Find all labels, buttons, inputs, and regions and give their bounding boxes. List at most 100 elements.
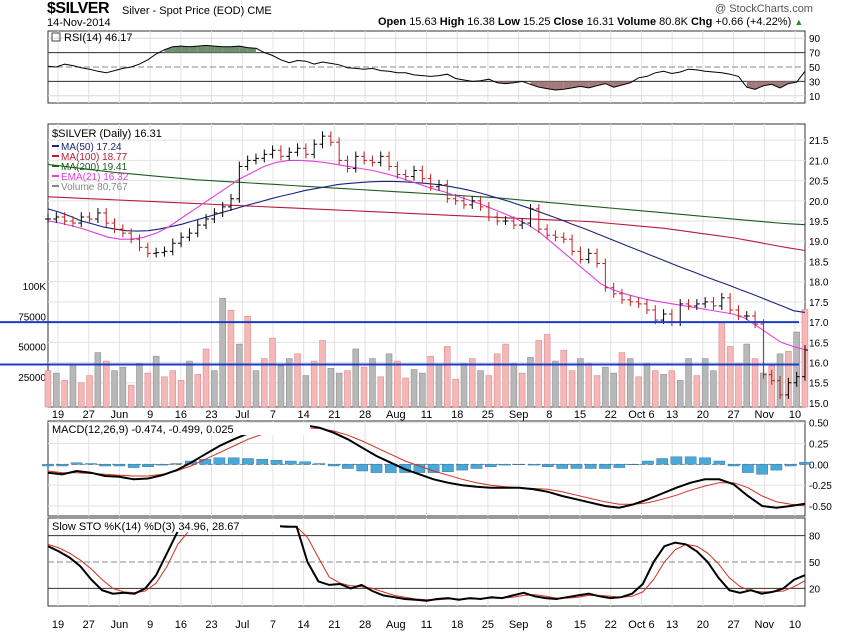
rsi-overbought-fill-19: [197, 45, 207, 53]
volume-bar: [219, 297, 226, 408]
macd-ytick-0: 0.50: [809, 419, 829, 430]
rsi-ytick-4: 10: [809, 92, 821, 103]
rsi-oversold-fill-87: [763, 81, 772, 86]
macd-histogram-bar: [613, 464, 626, 468]
volume-bar: [626, 358, 634, 408]
xtick-bottom-16: 8: [546, 619, 552, 631]
macd-histogram-bar: [270, 460, 283, 465]
xtick-bottom-1: 27: [83, 619, 95, 631]
macd-ytick-3: -0.25: [809, 481, 832, 492]
macd-histogram-bar: [784, 464, 797, 467]
volume-bar: [685, 358, 692, 408]
volume-bar: [94, 352, 102, 408]
rsi-overbought-fill-22: [222, 46, 232, 53]
legend-swatch-4: [52, 185, 59, 187]
macd-histogram-bar: [742, 464, 754, 473]
xtick-bottom-22: 27: [727, 619, 739, 631]
volume-bar: [568, 370, 576, 408]
price-ytick-11: 16.0: [809, 359, 829, 370]
macd-histogram-bar: [56, 464, 69, 467]
macd-histogram-bar: [442, 464, 454, 472]
rsi-title: RSI(14) 46.17: [64, 32, 132, 44]
xtick-mid-9: 21: [328, 409, 340, 421]
volume-bar: [44, 370, 52, 408]
volume-bar: [211, 370, 218, 408]
price-ytick-9: 17.0: [809, 318, 829, 329]
xtick-mid-16: 8: [546, 409, 552, 421]
xtick-mid-11: Aug: [386, 409, 406, 421]
volume-bar: [485, 375, 493, 408]
rsi-oversold-fill-63: [563, 81, 573, 90]
volume-bar: [394, 360, 401, 408]
rsi-overbought-fill-15: [164, 46, 173, 53]
volume-bar: [277, 365, 285, 408]
volume-bar: [543, 334, 551, 408]
rsi-overbought-fill-17: [181, 46, 190, 53]
xtick-mid-4: 16: [175, 409, 187, 421]
xtick-bottom-19: Oct 6: [628, 619, 654, 631]
xtick-mid-14: 25: [482, 409, 494, 421]
volume-bar: [310, 360, 318, 408]
volume-bar: [194, 374, 202, 408]
legend-swatch-2: [52, 165, 59, 167]
volume-bar: [585, 363, 592, 408]
volume-ytick-2: 50000: [18, 343, 46, 354]
macd-histogram-bar: [385, 464, 397, 473]
open-value: 15.63: [409, 16, 437, 28]
price-ytick-1: 21.0: [809, 156, 829, 167]
price-ytick-0: 21.5: [809, 136, 829, 147]
xtick-bottom-18: 22: [605, 619, 617, 631]
volume-bar: [552, 360, 559, 408]
macd-ytick-1: 0.25: [809, 440, 829, 451]
volume-bar: [53, 372, 60, 408]
volume-bar: [518, 372, 526, 408]
macd-histogram-bar: [327, 464, 340, 467]
xtick-mid-19: Oct 6: [628, 409, 654, 421]
xtick-bottom-12: 11: [421, 619, 432, 631]
volume-bar: [527, 357, 534, 408]
rsi-overbought-fill-16: [172, 46, 182, 53]
volume-bar: [419, 372, 426, 408]
volume-bar: [294, 353, 301, 408]
volume-bar: [427, 355, 434, 408]
macd-histogram-bar: [699, 457, 711, 465]
volume-bar: [327, 367, 335, 408]
volume-bar: [244, 315, 251, 408]
xtick-mid-22: 27: [727, 409, 739, 421]
macd-histogram-bar: [456, 464, 469, 471]
xtick-mid-0: 19: [52, 409, 64, 421]
rsi-overbought-fill-20: [206, 45, 215, 53]
ma100-line: [47, 196, 806, 252]
xtick-bottom-24: 10: [789, 619, 801, 631]
volume-bar: [768, 365, 775, 408]
description-text: Silver - Spot Price (EOD): [122, 5, 245, 17]
volume-bar: [111, 370, 118, 408]
rsi-oversold-fill-62: [555, 81, 564, 91]
rsi-ytick-0: 90: [809, 34, 821, 45]
close-label: Close: [553, 16, 584, 28]
volume-bar: [502, 343, 509, 408]
volume-bar: [202, 348, 210, 408]
volume-bar: [577, 358, 584, 408]
volume-bar: [360, 366, 368, 408]
macd-histogram-bar: [684, 456, 697, 465]
ma50-line: [47, 180, 806, 313]
macd-title: MACD(12,26,9) -0.474, -0.499, 0.025: [52, 424, 234, 436]
legend-label-0: MA(50) 17.24: [61, 142, 122, 153]
xtick-bottom-10: 28: [359, 619, 371, 631]
xtick-mid-1: 27: [83, 409, 95, 421]
price-ytick-12: 15.5: [809, 379, 829, 390]
volume-bar: [635, 376, 642, 408]
xtick-mid-7: 7: [270, 409, 276, 421]
legend-label-2: MA(200) 19.41: [61, 162, 128, 173]
volume-value: 80.8K: [659, 16, 688, 28]
rsi-overbought-fill-25: [247, 47, 256, 53]
volume-bar: [660, 374, 667, 408]
rsi-oversold-fill-69: [613, 81, 622, 88]
volume-bar: [227, 309, 235, 408]
volume-bar: [593, 375, 601, 408]
volume-bar: [793, 331, 800, 408]
chart-symbol: $SILVER: [47, 0, 110, 17]
volume-bar: [269, 337, 276, 408]
copyright-link[interactable]: @ StockCharts.com: [715, 3, 813, 15]
